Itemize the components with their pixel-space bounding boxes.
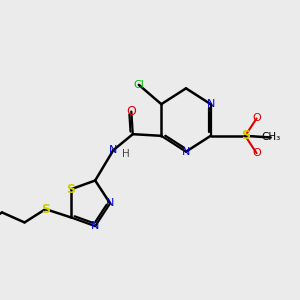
- Text: N: N: [109, 145, 118, 155]
- Text: N: N: [91, 221, 99, 231]
- Text: S: S: [67, 183, 76, 196]
- Text: O: O: [252, 148, 261, 158]
- Text: O: O: [126, 105, 136, 118]
- Text: N: N: [182, 147, 190, 157]
- Text: O: O: [252, 113, 261, 124]
- Text: CH₃: CH₃: [261, 133, 280, 142]
- Text: Cl: Cl: [134, 80, 144, 90]
- Text: N: N: [206, 99, 215, 109]
- Text: N: N: [106, 198, 114, 208]
- Text: S: S: [241, 129, 250, 142]
- Text: S: S: [41, 202, 50, 216]
- Text: H: H: [122, 149, 130, 159]
